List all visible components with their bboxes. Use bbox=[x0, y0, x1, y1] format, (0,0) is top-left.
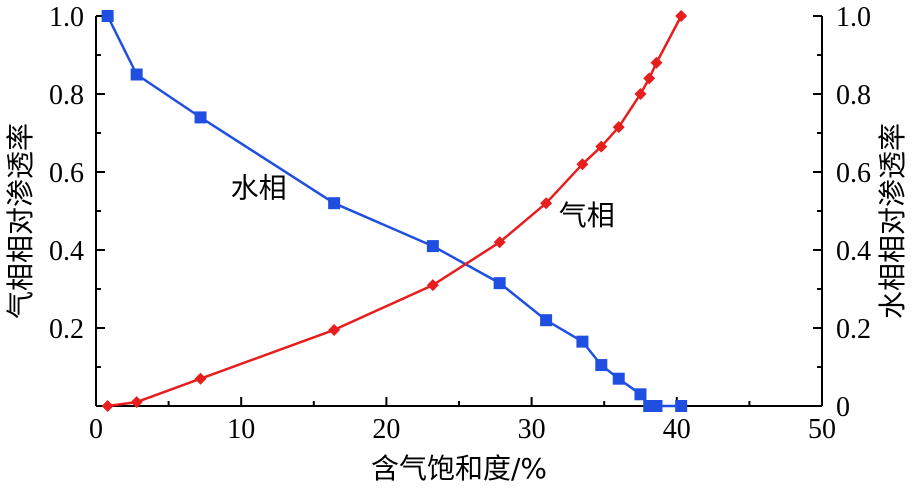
y-right-tick-label: 1.0 bbox=[836, 2, 871, 33]
labels-layer: 含气饱和度/% 气相相对渗透率 水相相对渗透率 水相 气相 bbox=[4, 123, 909, 485]
ticks: 0 10 20 30 40 50 0.2 0.4 0.6 0.8 1.0 0 0.2 0.4 0.6 0.8 1… bbox=[49, 2, 871, 445]
x-tick-label: 20 bbox=[372, 414, 400, 445]
water-phase-point bbox=[634, 388, 647, 401]
y-axis-left-label: 气相相对渗透率 bbox=[4, 123, 37, 319]
water-phase-point bbox=[675, 400, 688, 412]
water-phase-point bbox=[130, 68, 143, 81]
gas-phase-point bbox=[643, 72, 656, 85]
gas-phase-point bbox=[194, 372, 207, 385]
x-tick-label: 10 bbox=[227, 414, 255, 445]
gas-phase-point bbox=[675, 10, 688, 22]
gas-phase-point bbox=[426, 279, 439, 292]
gas-phase-point bbox=[493, 236, 506, 249]
water-phase-point bbox=[540, 314, 553, 327]
annotation-water-phase: 水相 bbox=[231, 172, 287, 205]
gas-phase-point bbox=[612, 121, 625, 134]
y-left-tick-label: 1.0 bbox=[49, 2, 84, 33]
gas-phase-point bbox=[540, 197, 553, 210]
x-tick-label: 0 bbox=[89, 414, 103, 445]
water-phase-point bbox=[612, 372, 625, 385]
water-phase-point bbox=[493, 277, 506, 290]
y-right-tick-label: 0.2 bbox=[836, 314, 871, 345]
y-left-tick-label: 0.4 bbox=[49, 236, 84, 267]
y-left-tick-label: 0.6 bbox=[49, 158, 84, 189]
gas-phase-point bbox=[130, 396, 143, 409]
gas-phase-point bbox=[576, 158, 589, 171]
y-right-tick-label: 0.4 bbox=[836, 236, 871, 267]
gas-phase-point bbox=[634, 88, 647, 100]
water-phase-point bbox=[576, 335, 589, 348]
y-right-tick-label: 0.6 bbox=[836, 158, 871, 189]
gas-phase-point bbox=[328, 323, 341, 336]
x-tick-label: 40 bbox=[663, 414, 691, 445]
water-phase-point bbox=[328, 197, 341, 210]
y-left-tick-label: 0.8 bbox=[49, 80, 84, 111]
water-phase-point bbox=[101, 10, 114, 22]
markers-layer bbox=[101, 10, 688, 412]
y-axis-right-label: 水相相对渗透率 bbox=[876, 123, 909, 319]
water-phase-point bbox=[595, 359, 608, 372]
gas-phase-point bbox=[101, 400, 114, 412]
water-phase-point bbox=[194, 111, 207, 124]
y-right-tick-label: 0.8 bbox=[836, 80, 871, 111]
y-left-tick-label: 0.2 bbox=[49, 314, 84, 345]
x-axis-label: 含气饱和度/% bbox=[371, 452, 547, 485]
x-tick-label: 50 bbox=[808, 414, 836, 445]
annotation-gas-phase: 气相 bbox=[559, 199, 615, 232]
y-right-tick-label: 0 bbox=[836, 392, 850, 423]
axes bbox=[95, 16, 823, 407]
water-phase-point bbox=[650, 400, 663, 412]
gas-phase-point bbox=[650, 56, 663, 69]
gas-phase-point bbox=[595, 140, 608, 153]
x-tick-label: 30 bbox=[518, 414, 546, 445]
water-phase-point bbox=[426, 240, 439, 253]
